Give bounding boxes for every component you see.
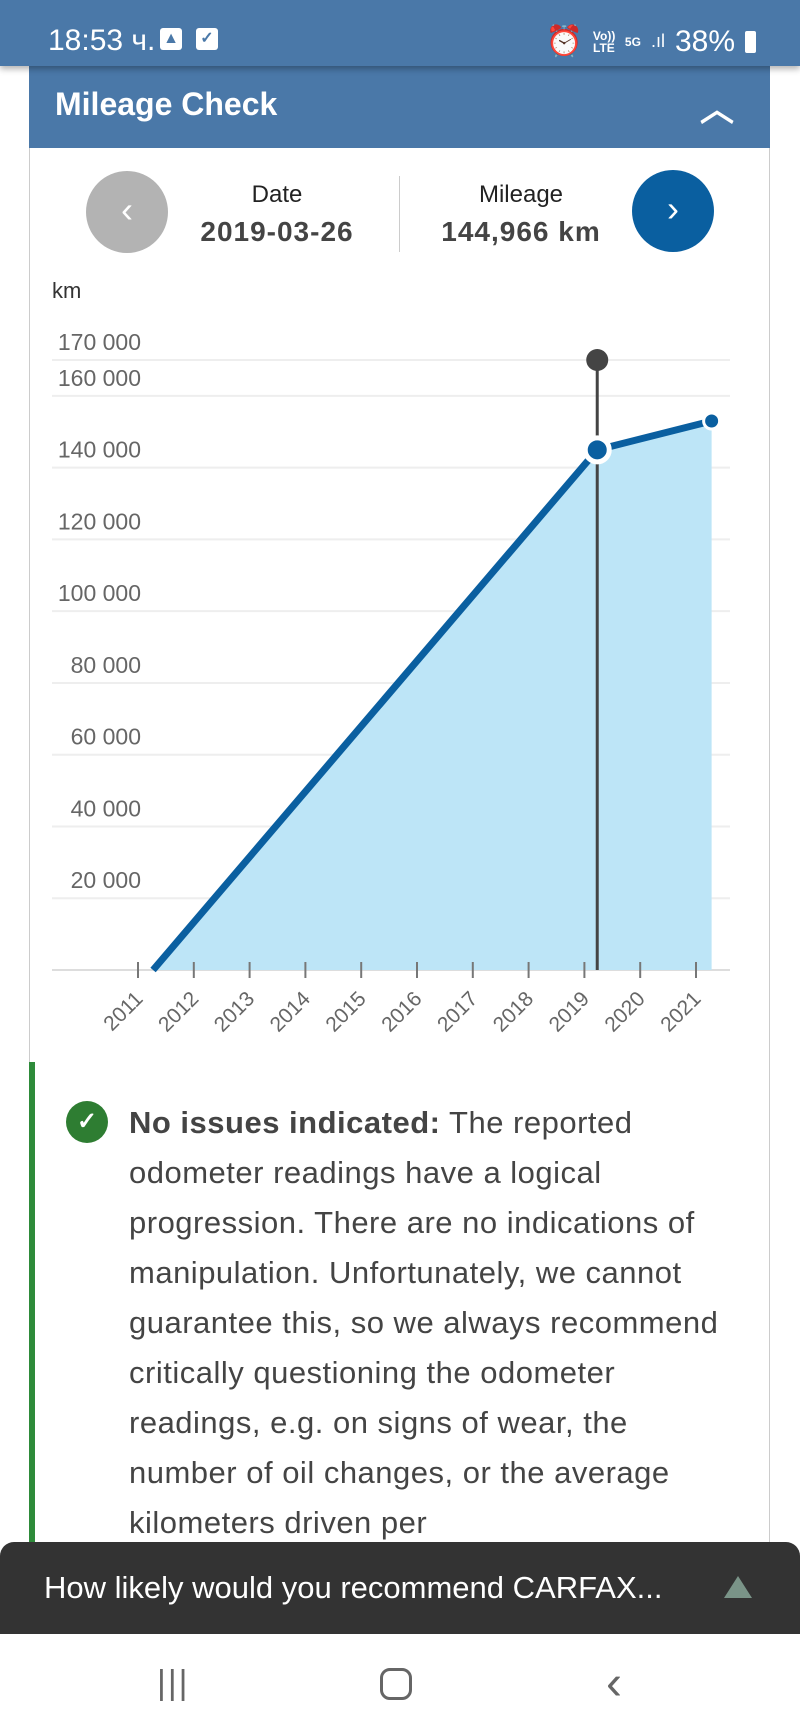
y-tick-label: 100 000 (58, 580, 141, 606)
signal-icon: .ıl (650, 31, 665, 51)
chevron-up-icon[interactable]: ︿ (700, 91, 734, 129)
no-issues-note: No issues indicated: The reported odomet… (129, 1098, 739, 1548)
home-icon[interactable] (380, 1668, 412, 1700)
x-tick-label: 2015 (321, 987, 370, 1036)
mileage-label: Mileage (478, 181, 564, 208)
chevron-right-icon: › (667, 188, 679, 229)
survey-text: How likely would you recommend CARFAX... (44, 1570, 663, 1605)
status-bar: 18:53 ч. ▲ ✓ ⏰ Vo)) LTE 5G .ıl 38% (0, 0, 800, 66)
date-label: Date (251, 181, 303, 208)
note-text: The reported odometer readings have a lo… (129, 1105, 719, 1540)
divider (399, 176, 400, 252)
area-fill (153, 421, 712, 970)
y-tick-label: 170 000 (58, 329, 141, 355)
data-point[interactable] (582, 435, 612, 465)
expand-triangle-icon[interactable] (724, 1576, 752, 1598)
data-point[interactable] (702, 411, 722, 431)
section-title: Mileage Check (55, 86, 278, 122)
x-tick-label: 2018 (489, 987, 538, 1036)
mileage-check-header[interactable]: Mileage Check ︿ (29, 66, 770, 148)
battery-level: 38% (674, 24, 735, 58)
y-axis-label: km (52, 278, 81, 303)
x-tick-label: 2016 (377, 987, 426, 1036)
status-time: 18:53 ч. (48, 24, 156, 57)
status-accent-bar (29, 1062, 35, 1542)
y-tick-label: 40 000 (71, 795, 141, 821)
x-tick-label: 2021 (656, 987, 705, 1036)
date-value: 2019-03-26 (200, 216, 354, 247)
y-tick-label: 20 000 (71, 867, 141, 893)
y-tick-label: 60 000 (71, 724, 141, 750)
note-heading: No issues indicated: (129, 1105, 441, 1140)
y-tick-label: 120 000 (58, 508, 141, 534)
y-tick-label: 160 000 (58, 365, 141, 391)
x-tick-label: 2014 (266, 987, 316, 1037)
back-icon[interactable]: ‹ (606, 1657, 622, 1710)
checkbox-notification-icon: ✓ (196, 28, 218, 50)
volte-icon: Vo)) LTE (592, 28, 616, 55)
chevron-left-icon: ‹ (121, 189, 133, 230)
mileage-chart[interactable]: km 20 000 40 000 60 000 80 000 100 000 120 000… (0, 270, 800, 1070)
system-nav-bar: ||| ‹ (0, 1634, 800, 1732)
x-tick-label: 2011 (99, 987, 147, 1035)
y-tick-label: 80 000 (71, 652, 141, 678)
battery-icon (745, 30, 756, 53)
recent-apps-icon[interactable]: ||| (157, 1664, 190, 1702)
gallery-icon: ▲ (160, 28, 182, 50)
next-record-button[interactable]: › (632, 170, 714, 252)
x-tick-label: 2013 (210, 987, 259, 1036)
x-tick-label: 2020 (600, 987, 649, 1036)
y-tick-label: 140 000 (58, 437, 141, 463)
previous-record-button[interactable]: ‹ (86, 171, 168, 253)
network-5g-icon: 5G (624, 34, 641, 49)
survey-banner[interactable]: How likely would you recommend CARFAX... (0, 1542, 800, 1634)
mileage-value: 144,966 km (441, 216, 601, 247)
alarm-icon: ⏰ (545, 25, 583, 58)
x-tick-label: 2017 (433, 987, 482, 1036)
x-tick-label: 2019 (545, 987, 594, 1036)
check-circle-icon: ✓ (66, 1101, 108, 1143)
cursor-handle[interactable] (586, 349, 609, 371)
x-tick-label: 2012 (154, 987, 203, 1036)
